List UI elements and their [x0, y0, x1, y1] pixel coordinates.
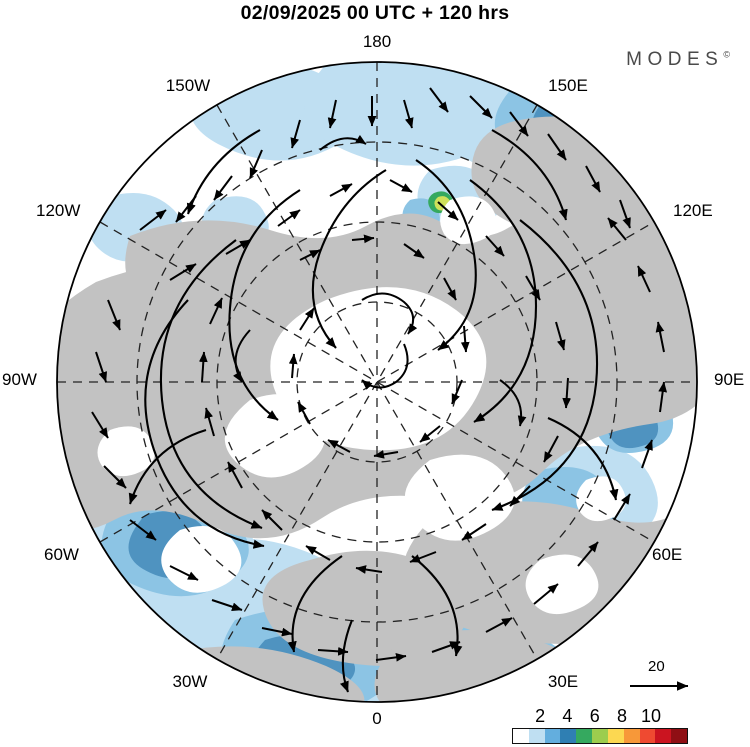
page-title: 02/09/2025 00 UTC + 120 hrs [240, 2, 510, 24]
lon-label-180: 180 [362, 32, 392, 51]
colorbar-segment-8 [639, 729, 656, 743]
colorbar-segment-1 [528, 729, 545, 743]
lon-label-90e: 90E [714, 370, 745, 389]
colorbar-segment-2 [544, 729, 561, 743]
copyright-mark: © [723, 49, 730, 60]
wind-trajectories [128, 129, 619, 693]
lon-label-120e: 120E [673, 201, 713, 220]
colorbar-tick-6: 6 [589, 706, 600, 726]
colorbar-tick-8: 8 [616, 706, 628, 726]
lon-label-150w: 150W [165, 76, 211, 95]
brand-name: MODES [626, 49, 724, 70]
wind-vectors [91, 87, 668, 662]
colorbar-segment-0 [513, 729, 529, 743]
colorbar-segment-6 [607, 729, 624, 743]
colorbar-segment-9 [655, 729, 672, 743]
colorbar-segment-5 [592, 729, 608, 743]
lon-label-90w: 90W [2, 370, 37, 389]
wind-scale-arrow-icon [630, 681, 689, 691]
field-mask-holes [97, 196, 626, 615]
lon-label-60e: 60E [652, 545, 683, 564]
meridian-lines [57, 62, 697, 702]
map-field-layer [57, 62, 697, 702]
lon-label-120w: 120W [36, 201, 81, 220]
colorbar-segment-3 [560, 729, 577, 743]
colorbar-tick-labels: 2 4 6 8 10 [512, 706, 688, 728]
colorbar-segment-4 [576, 729, 593, 743]
colorbar-tick-4: 4 [562, 706, 573, 726]
colorbar-segment-10 [671, 729, 687, 743]
lon-label-60w: 60W [44, 545, 79, 564]
lon-label-150e: 150E [548, 76, 588, 95]
wind-scale-value: 20 [648, 658, 665, 675]
colorbar-tick-10: 10 [641, 706, 662, 726]
lon-label-0: 0 [372, 709, 382, 728]
colorbar [512, 728, 688, 744]
lon-label-30w: 30W [172, 672, 208, 691]
lon-label-30e: 30E [547, 672, 579, 691]
wind-scale-legend: 20 [628, 658, 718, 700]
colorbar-tick-2: 2 [535, 706, 546, 726]
modes-logo: MODES© [626, 49, 730, 71]
globe-outline [56, 61, 698, 703]
colorbar-segment-7 [623, 729, 640, 743]
